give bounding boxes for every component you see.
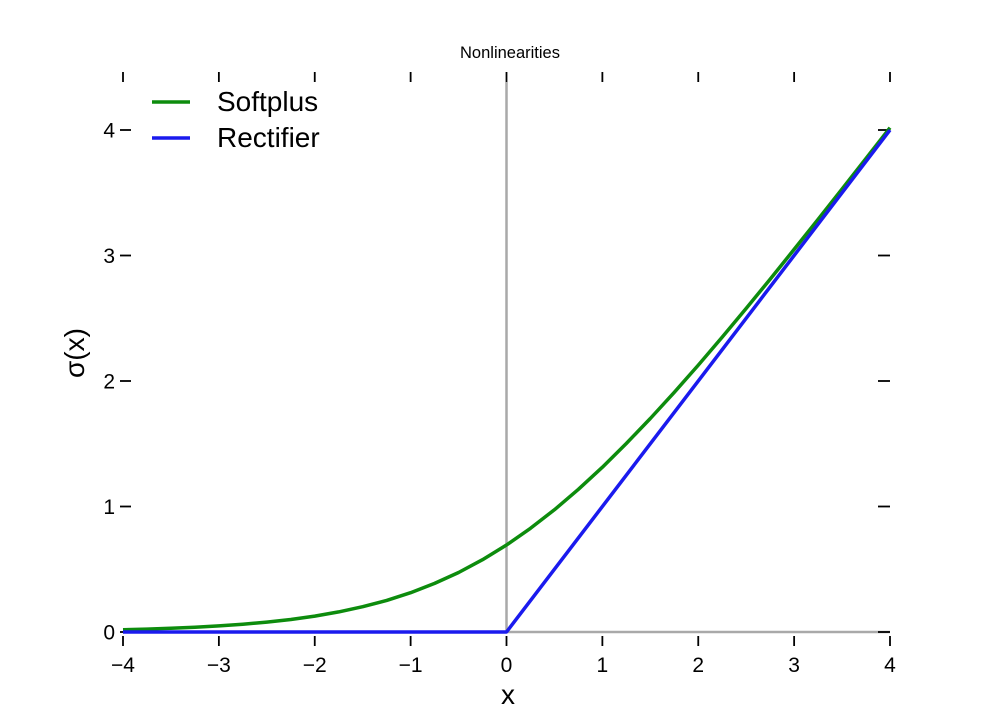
y-tick-label: 3 xyxy=(103,245,115,268)
legend-item-rectifier: Rectifier xyxy=(152,122,320,153)
y-tick-label: 2 xyxy=(103,371,115,394)
y-tick-label: 1 xyxy=(103,496,115,519)
x-tick-label: −2 xyxy=(303,654,327,677)
x-tick-label: 2 xyxy=(692,654,704,677)
x-tick-label: −4 xyxy=(111,654,135,677)
chart-title: Nonlinearities xyxy=(460,44,560,62)
legend-item-softplus: Softplus xyxy=(152,86,318,117)
y-axis-label: σ(x) xyxy=(59,328,90,378)
x-tick-label: −3 xyxy=(207,654,231,677)
series-line-softplus xyxy=(122,126,892,632)
x-tick-label: −1 xyxy=(399,654,423,677)
legend-label-softplus: Softplus xyxy=(217,86,318,117)
reference-lines xyxy=(123,82,890,634)
x-tick-label: 0 xyxy=(501,654,513,677)
y-tick-label: 4 xyxy=(103,120,115,143)
x-tick-label: 4 xyxy=(884,654,896,677)
data-series xyxy=(122,126,892,634)
legend: Softplus Rectifier xyxy=(152,86,320,153)
x-axis-label: x xyxy=(501,679,515,710)
y-tick-label: 0 xyxy=(103,622,115,645)
x-tick-label: 3 xyxy=(788,654,800,677)
legend-label-rectifier: Rectifier xyxy=(217,122,320,153)
axis-ticks: −4 −3 −2 −1 0 1 2 3 4 0 1 2 3 4 xyxy=(103,72,896,677)
x-tick-label: 1 xyxy=(597,654,609,677)
series-line-rectifier xyxy=(123,128,892,634)
